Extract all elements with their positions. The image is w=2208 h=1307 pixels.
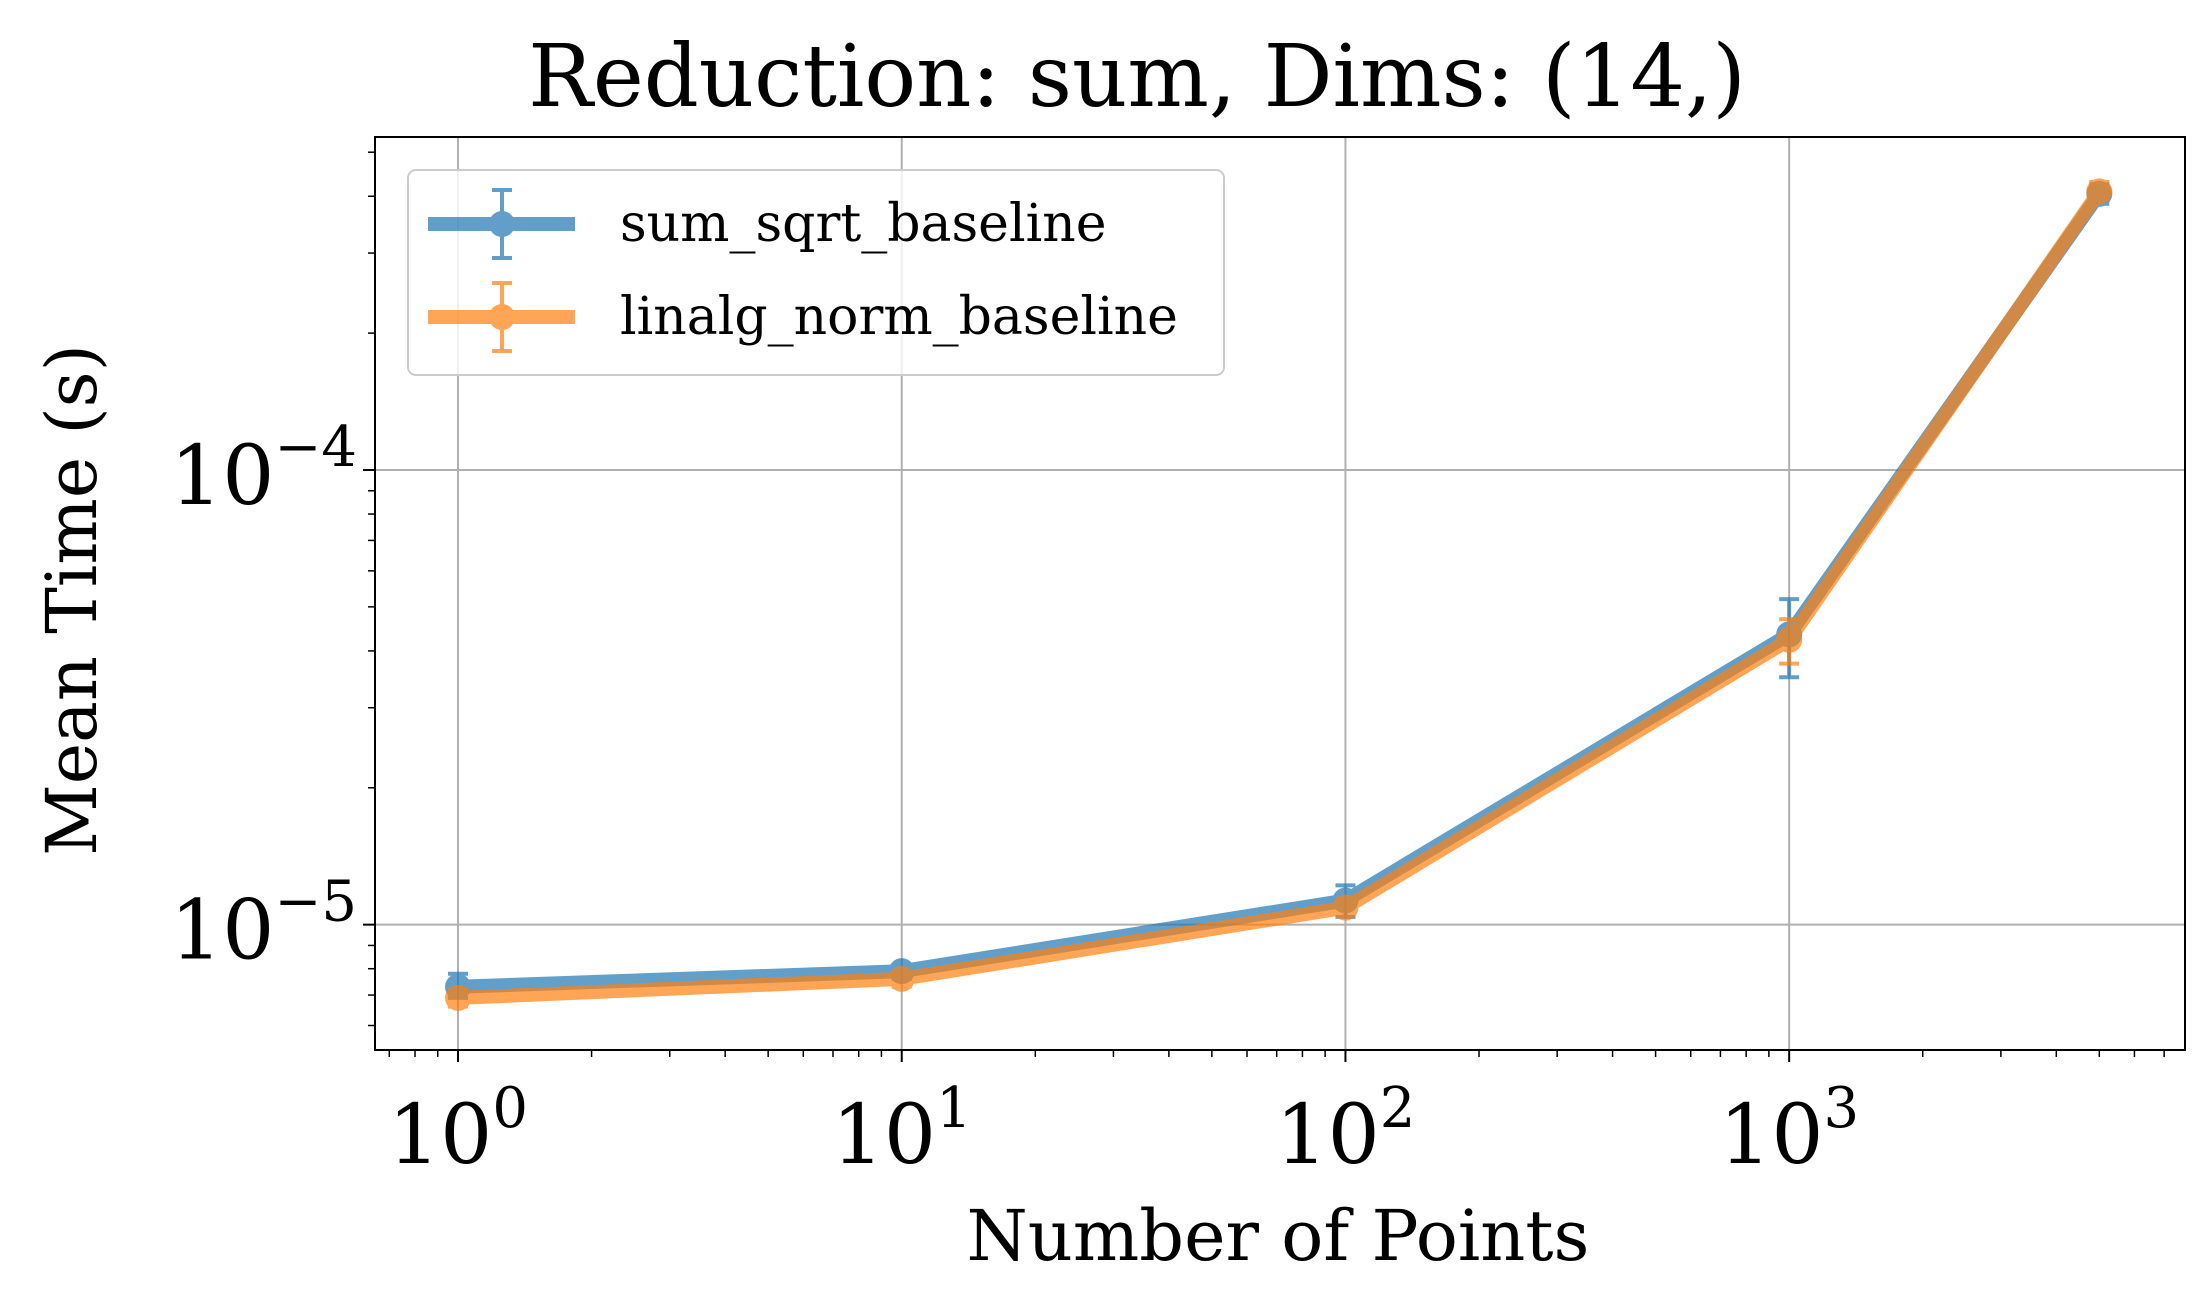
data-point (445, 984, 472, 1011)
series-linalg_norm_baseline (445, 178, 2113, 1011)
x-tick-label: 102 (1275, 1076, 1415, 1183)
legend: sum_sqrt_baseline linalg_norm_baseline (407, 169, 1225, 376)
data-point (1776, 626, 1803, 653)
legend-label: sum_sqrt_baseline (620, 194, 1106, 254)
data-point (2086, 178, 2113, 205)
y-axis-label: Mean Time (s) (31, 344, 113, 856)
series-layer (445, 178, 2113, 1011)
y-tick-label: 10−5 (170, 870, 357, 979)
x-tick-label: 103 (1719, 1076, 1859, 1183)
data-point (1332, 894, 1359, 921)
legend-marker (489, 304, 515, 330)
legend-box (407, 169, 1225, 376)
x-tick-label: 100 (388, 1076, 528, 1183)
x-tick-label: 101 (832, 1076, 972, 1183)
minor-ticks (368, 151, 2165, 1057)
chart-title: Reduction: sum, Dims: (14,) (528, 27, 1746, 127)
legend-marker (489, 211, 515, 237)
plot-frame (374, 136, 2186, 1051)
legend-label: linalg_norm_baseline (620, 287, 1178, 347)
x-axis-label: Number of Points (967, 1195, 1590, 1277)
data-point (888, 965, 915, 992)
legend-handle (428, 281, 575, 353)
legend-handle (428, 188, 575, 260)
major-ticks (363, 468, 1791, 1062)
y-tick-label: 10−4 (170, 415, 357, 524)
